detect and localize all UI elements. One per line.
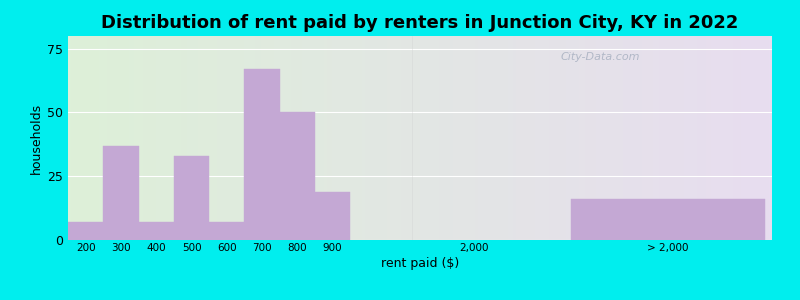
Bar	[68, 222, 103, 240]
Bar	[138, 222, 174, 240]
Text: City-Data.com: City-Data.com	[561, 52, 640, 62]
Bar	[245, 69, 280, 240]
Bar	[209, 222, 245, 240]
Title: Distribution of rent paid by renters in Junction City, KY in 2022: Distribution of rent paid by renters in …	[102, 14, 738, 32]
Bar	[174, 156, 209, 240]
Bar	[103, 146, 138, 240]
Y-axis label: households: households	[30, 102, 43, 174]
Bar	[571, 199, 765, 240]
Bar	[280, 112, 315, 240]
X-axis label: rent paid ($): rent paid ($)	[381, 257, 459, 270]
Bar	[315, 191, 350, 240]
